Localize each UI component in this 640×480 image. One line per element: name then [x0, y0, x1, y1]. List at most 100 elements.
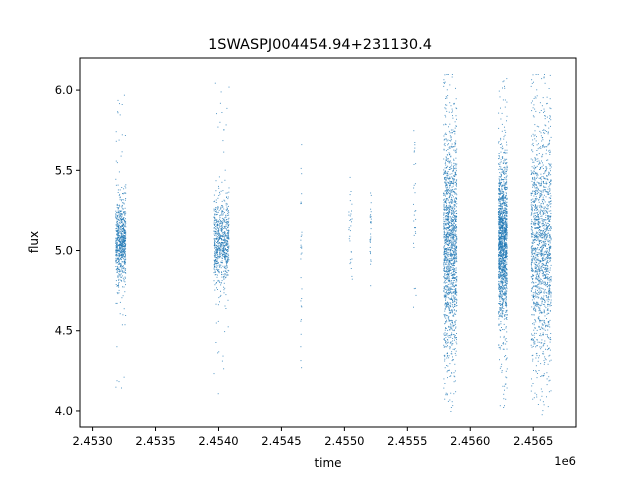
data-point: [221, 251, 223, 253]
data-points: [115, 74, 552, 416]
data-point: [449, 290, 451, 292]
data-point: [501, 363, 503, 365]
data-point: [443, 230, 445, 232]
data-point: [536, 233, 537, 235]
data-point: [216, 267, 218, 269]
data-point: [505, 243, 507, 245]
data-point: [221, 228, 223, 229]
data-point: [535, 286, 537, 288]
data-point: [453, 251, 455, 253]
data-point: [447, 239, 449, 241]
data-point: [445, 150, 447, 152]
data-point: [446, 394, 448, 396]
data-point: [445, 258, 446, 260]
data-point: [351, 258, 353, 260]
data-point: [453, 175, 455, 176]
data-point: [545, 209, 547, 211]
data-point: [504, 208, 506, 210]
data-point: [225, 274, 227, 276]
data-point: [225, 241, 226, 243]
data-point: [222, 211, 224, 213]
data-point: [455, 149, 457, 151]
data-point: [451, 353, 453, 355]
data-point: [124, 207, 126, 209]
data-point: [451, 164, 453, 166]
data-point: [545, 239, 547, 241]
data-point: [445, 200, 447, 202]
data-point: [215, 231, 217, 233]
data-point: [500, 247, 502, 249]
data-point: [501, 280, 503, 282]
data-point: [533, 303, 534, 305]
data-point: [225, 276, 227, 278]
data-point: [119, 228, 121, 230]
data-point: [445, 178, 447, 180]
data-point: [450, 249, 452, 250]
data-point: [215, 274, 217, 275]
data-point: [534, 108, 536, 110]
data-point: [447, 208, 449, 210]
data-point: [123, 235, 125, 237]
data-point: [447, 247, 449, 249]
data-point: [223, 233, 225, 235]
data-point: [504, 134, 506, 136]
data-point: [546, 277, 548, 279]
data-point: [505, 303, 507, 305]
data-point: [123, 232, 125, 234]
data-point: [124, 272, 126, 273]
data-point: [446, 285, 448, 287]
data-point: [115, 229, 117, 231]
data-point: [219, 191, 220, 193]
data-point: [445, 179, 447, 181]
data-point: [503, 193, 505, 195]
data-point: [123, 241, 125, 243]
data-point: [227, 227, 228, 229]
data-point: [125, 277, 126, 279]
data-point: [225, 204, 227, 206]
data-point: [545, 219, 547, 221]
data-point: [450, 247, 452, 249]
data-point: [453, 201, 455, 203]
data-point: [220, 290, 221, 292]
data-point: [451, 228, 453, 230]
data-point: [117, 233, 119, 235]
data-point: [116, 255, 118, 257]
data-point: [123, 224, 125, 226]
data-point: [456, 210, 457, 212]
data-point: [501, 371, 503, 373]
data-point: [452, 179, 454, 181]
data-point: [220, 91, 222, 93]
data-point: [117, 225, 119, 227]
data-point: [499, 346, 501, 348]
data-point: [224, 239, 226, 241]
data-point: [443, 355, 445, 357]
data-point: [445, 233, 447, 235]
data-point: [223, 248, 224, 250]
data-point: [498, 257, 500, 259]
data-point: [504, 294, 506, 296]
data-point: [541, 312, 543, 314]
data-point: [222, 265, 224, 267]
data-point: [300, 319, 302, 321]
data-point: [503, 263, 505, 265]
data-point: [544, 219, 545, 221]
data-point: [444, 314, 446, 316]
data-point: [501, 219, 503, 221]
data-point: [123, 217, 125, 218]
data-point: [301, 288, 303, 290]
data-point: [547, 312, 549, 314]
data-point: [221, 205, 223, 207]
data-point: [453, 159, 455, 161]
data-point: [444, 194, 446, 196]
data-point: [227, 209, 228, 211]
data-point: [455, 152, 457, 154]
data-point: [452, 262, 454, 264]
data-point: [536, 235, 537, 237]
data-point: [444, 323, 446, 325]
data-point: [223, 242, 225, 244]
data-point: [445, 138, 447, 140]
data-point: [446, 248, 448, 249]
data-point: [446, 252, 448, 254]
data-point: [124, 281, 126, 283]
data-point: [546, 210, 548, 212]
